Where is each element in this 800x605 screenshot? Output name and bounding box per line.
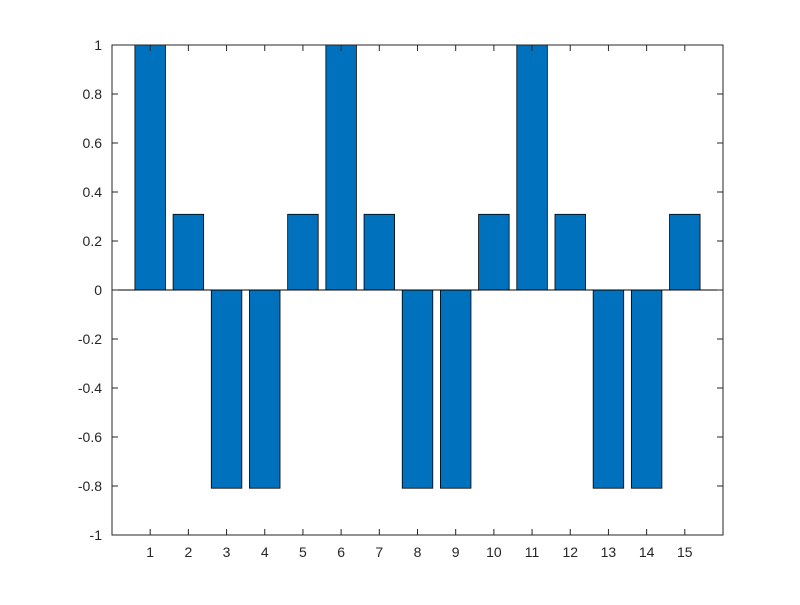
bar-10 <box>478 213 510 291</box>
bar-9 <box>440 289 472 489</box>
x-tick-label: 15 <box>677 544 693 560</box>
x-tick-label: 1 <box>146 544 154 560</box>
bar-13 <box>592 289 625 489</box>
bar-15 <box>669 213 701 291</box>
y-tick-label: -0.4 <box>78 380 102 396</box>
x-tick-label: 14 <box>639 544 655 560</box>
y-axis-ticks: -1 -0.8 -0.6 -0.4 -0.2 0 0.2 0.4 0.6 0.8 1 <box>78 37 723 543</box>
bar-6 <box>325 44 357 291</box>
x-tick-label: 10 <box>486 544 502 560</box>
y-tick-label: -1 <box>90 527 103 543</box>
y-tick-label: 1 <box>94 37 102 53</box>
y-tick-label: 0.8 <box>83 86 103 102</box>
x-axis-ticks: 1 2 3 4 5 6 7 8 9 10 11 12 13 14 15 <box>146 45 693 560</box>
bar-14 <box>630 289 663 489</box>
x-tick-label: 7 <box>375 544 383 560</box>
x-tick-label: 9 <box>452 544 460 560</box>
x-tick-label: 3 <box>223 544 231 560</box>
y-tick-label: -0.6 <box>78 429 102 445</box>
x-tick-label: 13 <box>601 544 617 560</box>
bar-2 <box>172 213 205 291</box>
x-tick-label: 11 <box>525 544 540 560</box>
bar-4 <box>249 289 281 489</box>
x-tick-label: 2 <box>184 544 192 560</box>
bar-1 <box>134 44 166 291</box>
x-tick-label: 5 <box>299 544 307 560</box>
y-tick-label: 0.4 <box>83 184 103 200</box>
bar-5 <box>287 213 319 291</box>
bar-8 <box>401 289 434 489</box>
y-tick-label: -0.2 <box>78 331 102 347</box>
bar-12 <box>554 213 586 291</box>
bar-7 <box>363 213 395 291</box>
y-tick-label: 0.2 <box>83 233 103 249</box>
bar-11 <box>516 44 548 291</box>
x-tick-label: 12 <box>562 544 578 560</box>
y-tick-label: -0.8 <box>78 478 102 494</box>
x-tick-label: 6 <box>337 544 345 560</box>
x-tick-label: 8 <box>414 544 422 560</box>
y-tick-label: 0 <box>94 282 102 298</box>
y-tick-label: 0.6 <box>83 135 103 151</box>
bar-3 <box>210 289 243 489</box>
bars-group <box>134 44 701 489</box>
x-tick-label: 4 <box>261 544 269 560</box>
